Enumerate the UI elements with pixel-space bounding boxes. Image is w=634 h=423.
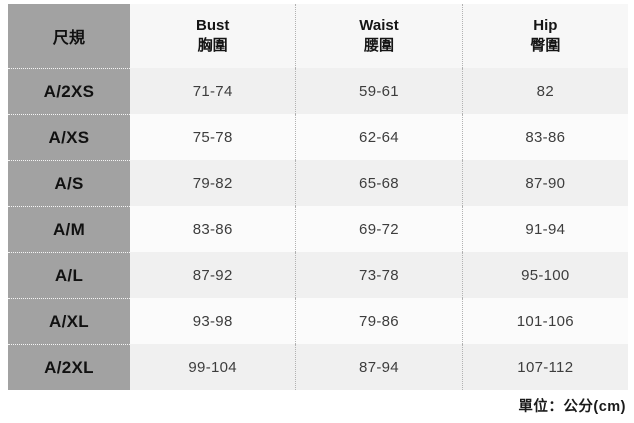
table-body: A/2XS 71-74 59-61 82 A/XS 75-78 62-64 83-86 A/S 7… <box>8 68 628 390</box>
waist-value: 73-78 <box>296 252 463 298</box>
size-label: A/2XL <box>8 344 130 390</box>
column-header-hip-en: Hip <box>533 16 558 34</box>
column-header-bust-zh: 胸圍 <box>197 37 228 54</box>
bust-value: 83-86 <box>130 206 297 252</box>
waist-value: 79-86 <box>296 298 463 344</box>
column-header-hip: Hip 臀圍 <box>463 4 628 68</box>
hip-value: 107-112 <box>517 358 574 376</box>
size-label: A/M <box>8 206 130 252</box>
hip-value: 91-94 <box>525 220 566 238</box>
table-row: A/XS 75-78 62-64 83-86 <box>8 114 628 160</box>
hip-value: 95-100 <box>521 266 570 284</box>
hip-value: 83-86 <box>525 128 566 146</box>
hip-value: 87-90 <box>525 174 566 192</box>
bust-value: 79-82 <box>130 160 297 206</box>
size-label: A/XL <box>8 298 130 344</box>
size-label: A/L <box>8 252 130 298</box>
table-header-row: 尺規 Bust 胸圍 Waist 腰圍 Hip 臀圍 <box>8 4 628 68</box>
waist-value: 65-68 <box>296 160 463 206</box>
waist-value: 69-72 <box>296 206 463 252</box>
table-row: A/S 79-82 65-68 87-90 <box>8 160 628 206</box>
table-row: A/XL 93-98 79-86 101-106 <box>8 298 628 344</box>
bust-value: 99-104 <box>130 344 297 390</box>
table-row: A/2XS 71-74 59-61 82 <box>8 68 628 114</box>
bust-value: 75-78 <box>130 114 297 160</box>
size-label: A/2XS <box>8 68 130 114</box>
hip-value: 82 <box>536 82 554 100</box>
size-chart-table: 尺規 Bust 胸圍 Waist 腰圍 Hip 臀圍 A/2XS 71-74 59-… <box>8 4 628 390</box>
column-header-hip-zh: 臀圍 <box>530 37 561 54</box>
size-label: A/XS <box>8 114 130 160</box>
table-row: A/L 87-92 73-78 95-100 <box>8 252 628 298</box>
waist-value: 62-64 <box>296 114 463 160</box>
bust-value: 87-92 <box>130 252 297 298</box>
column-header-waist: Waist 腰圍 <box>296 4 463 68</box>
column-header-waist-zh: 腰圍 <box>363 37 394 54</box>
table-row: A/2XL 99-104 87-94 107-112 <box>8 344 628 390</box>
size-column-header: 尺規 <box>8 4 130 68</box>
waist-value: 87-94 <box>296 344 463 390</box>
bust-value: 93-98 <box>130 298 297 344</box>
unit-note: 單位：公分(cm) <box>518 399 626 415</box>
column-header-bust-en: Bust <box>195 16 230 34</box>
table-row: A/M 83-86 69-72 91-94 <box>8 206 628 252</box>
column-header-bust: Bust 胸圍 <box>130 4 297 68</box>
column-header-waist-en: Waist <box>359 16 399 34</box>
waist-value: 59-61 <box>296 68 463 114</box>
size-label: A/S <box>8 160 130 206</box>
hip-value: 101-106 <box>516 312 574 330</box>
bust-value: 71-74 <box>130 68 297 114</box>
